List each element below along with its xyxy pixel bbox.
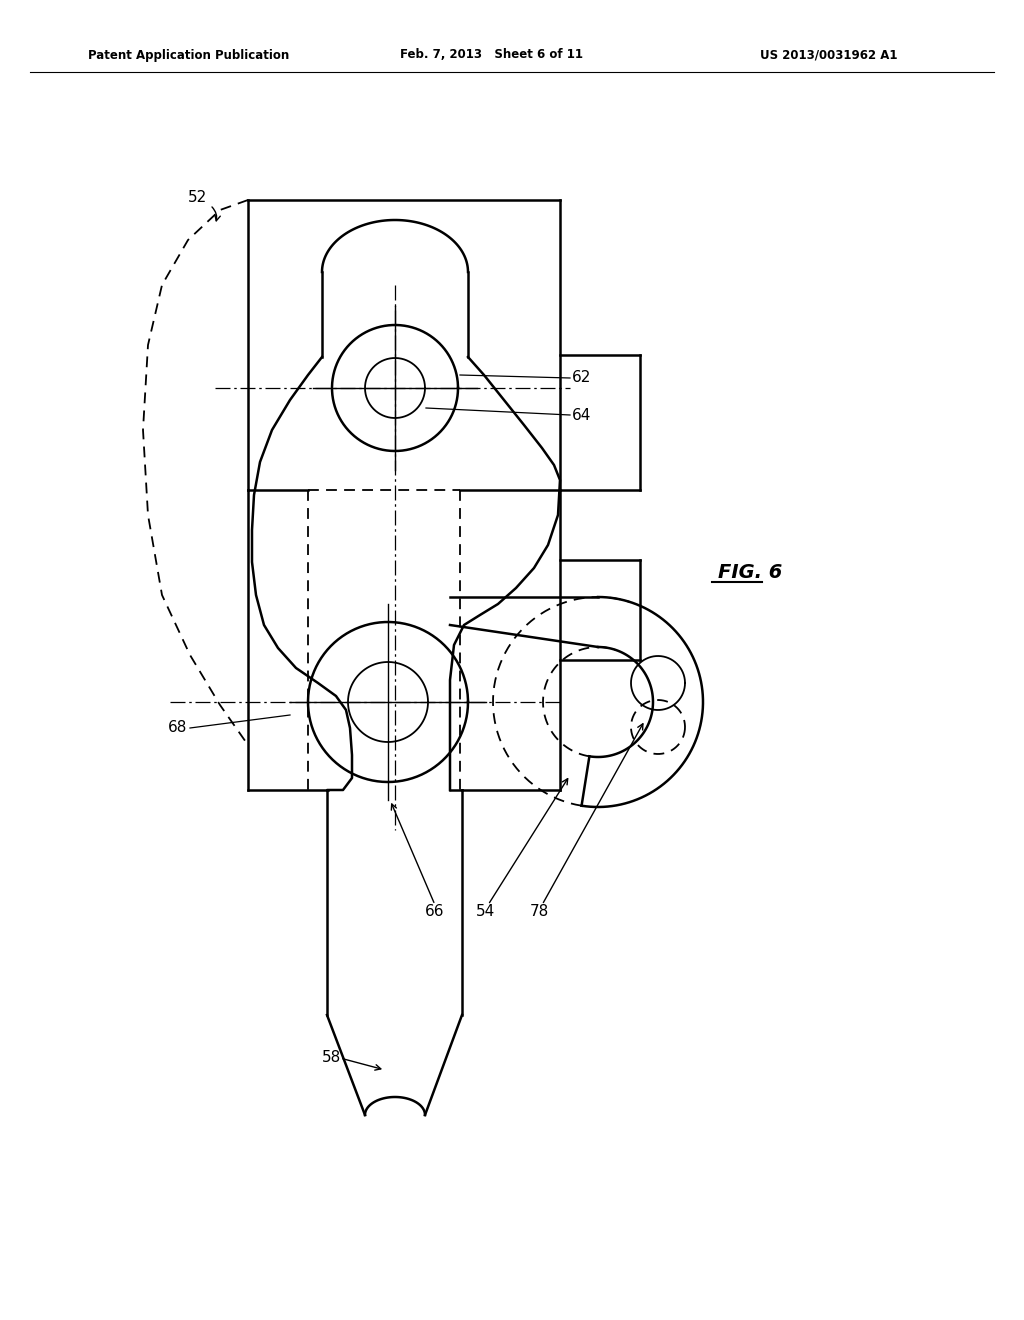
Text: FIG. 6: FIG. 6 — [718, 562, 782, 582]
Text: 52: 52 — [188, 190, 207, 205]
Text: 64: 64 — [572, 408, 592, 422]
Text: 62: 62 — [572, 371, 592, 385]
Text: US 2013/0031962 A1: US 2013/0031962 A1 — [760, 49, 897, 62]
Text: 54: 54 — [476, 904, 496, 920]
Text: Feb. 7, 2013   Sheet 6 of 11: Feb. 7, 2013 Sheet 6 of 11 — [400, 49, 583, 62]
Text: 68: 68 — [168, 721, 187, 735]
Text: 66: 66 — [425, 904, 444, 920]
Text: 78: 78 — [530, 904, 549, 920]
Text: Patent Application Publication: Patent Application Publication — [88, 49, 289, 62]
Text: 58: 58 — [322, 1051, 341, 1065]
